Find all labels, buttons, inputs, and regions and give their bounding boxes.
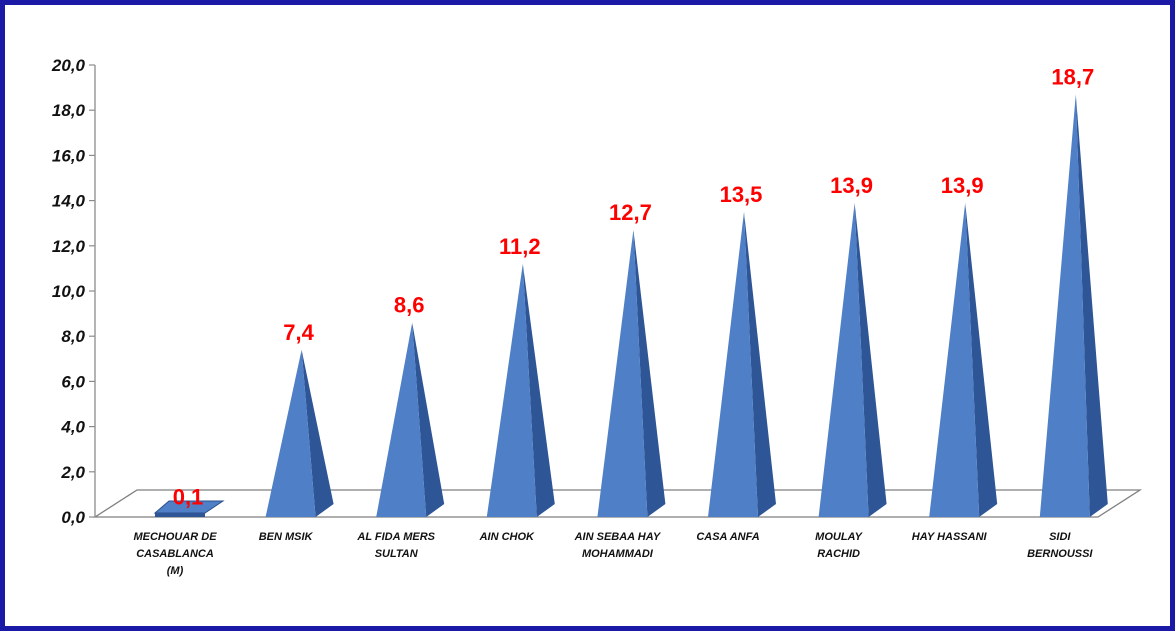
- data-label: 12,7: [609, 200, 652, 225]
- x-tick-label: MOHAMMADI: [582, 548, 654, 560]
- x-tick-label: MOULAY: [815, 531, 864, 543]
- x-tick-label: HAY HASSANI: [912, 531, 988, 543]
- bar-front-face: [597, 229, 648, 518]
- bar-front-face: [486, 263, 537, 517]
- x-tick-label: SIDI: [1049, 531, 1071, 543]
- bar-side-face: [965, 202, 998, 518]
- bar: [597, 229, 666, 518]
- x-tick-label: BEN MSIK: [259, 531, 314, 543]
- y-tick-label: 18,0: [52, 101, 86, 120]
- x-tick-label: BERNOUSSI: [1027, 548, 1093, 560]
- x-tick-label: MECHOUAR DE: [133, 531, 217, 543]
- y-tick-label: 14,0: [52, 192, 86, 211]
- bar-side-face: [633, 229, 666, 518]
- y-tick-label: 4,0: [60, 418, 85, 437]
- bar-front-face: [1039, 94, 1090, 517]
- bar-front-face: [265, 349, 316, 517]
- x-tick-label: SULTAN: [375, 548, 419, 560]
- data-label: 13,9: [941, 173, 984, 198]
- y-tick-label: 8,0: [61, 327, 85, 346]
- x-tick-label: CASABLANCA: [136, 548, 214, 560]
- chart-labels: 0,1 MECHOUAR DE CASABLANCA (M) 7,4 BEN MSIK 8,…: [133, 64, 1094, 577]
- bar: [708, 211, 776, 517]
- bar: [153, 500, 225, 517]
- x-tick-label: CASA ANFA: [696, 531, 759, 543]
- bar: [1039, 94, 1108, 517]
- y-tick-label: 12,0: [52, 237, 86, 256]
- bar-side-face: [1075, 94, 1108, 517]
- bar: [486, 263, 555, 517]
- bar-side-face: [412, 322, 445, 517]
- y-tick-label: 6,0: [61, 372, 85, 391]
- x-tick-label: AL FIDA MERS: [356, 531, 435, 543]
- data-label: 13,5: [720, 182, 763, 207]
- bar: [265, 349, 334, 517]
- bar-front-face: [708, 211, 758, 517]
- y-tick-label: 16,0: [52, 146, 86, 165]
- data-label: 0,1: [173, 485, 204, 510]
- data-label: 13,9: [830, 173, 873, 198]
- bar-front-face: [929, 202, 980, 518]
- bar-side-face: [744, 211, 776, 517]
- bar-base-face: [155, 513, 205, 517]
- bar: [929, 202, 998, 518]
- x-tick-label: AIN CHOK: [479, 531, 535, 543]
- y-tick-label: 2,0: [60, 463, 85, 482]
- y-tick-label: 0,0: [61, 508, 85, 527]
- x-tick-label: (M): [167, 565, 184, 577]
- bar-side-face: [522, 263, 555, 517]
- data-label: 11,2: [499, 234, 541, 259]
- bar: [818, 202, 887, 518]
- bar-front-face: [818, 202, 869, 518]
- bar: [376, 322, 445, 517]
- data-label: 8,6: [394, 293, 425, 318]
- bar-side-face: [854, 202, 887, 518]
- y-tick-label: 20,0: [51, 56, 86, 75]
- y-tick-label: 10,0: [52, 282, 86, 301]
- data-label: 7,4: [283, 320, 314, 345]
- bar-side-face: [301, 349, 334, 517]
- data-label: 18,7: [1051, 64, 1094, 89]
- x-tick-label: AIN SEBAA HAY: [574, 531, 662, 543]
- x-tick-label: RACHID: [817, 548, 860, 560]
- chart-bars: [153, 94, 1108, 518]
- bar-front-face: [376, 322, 427, 517]
